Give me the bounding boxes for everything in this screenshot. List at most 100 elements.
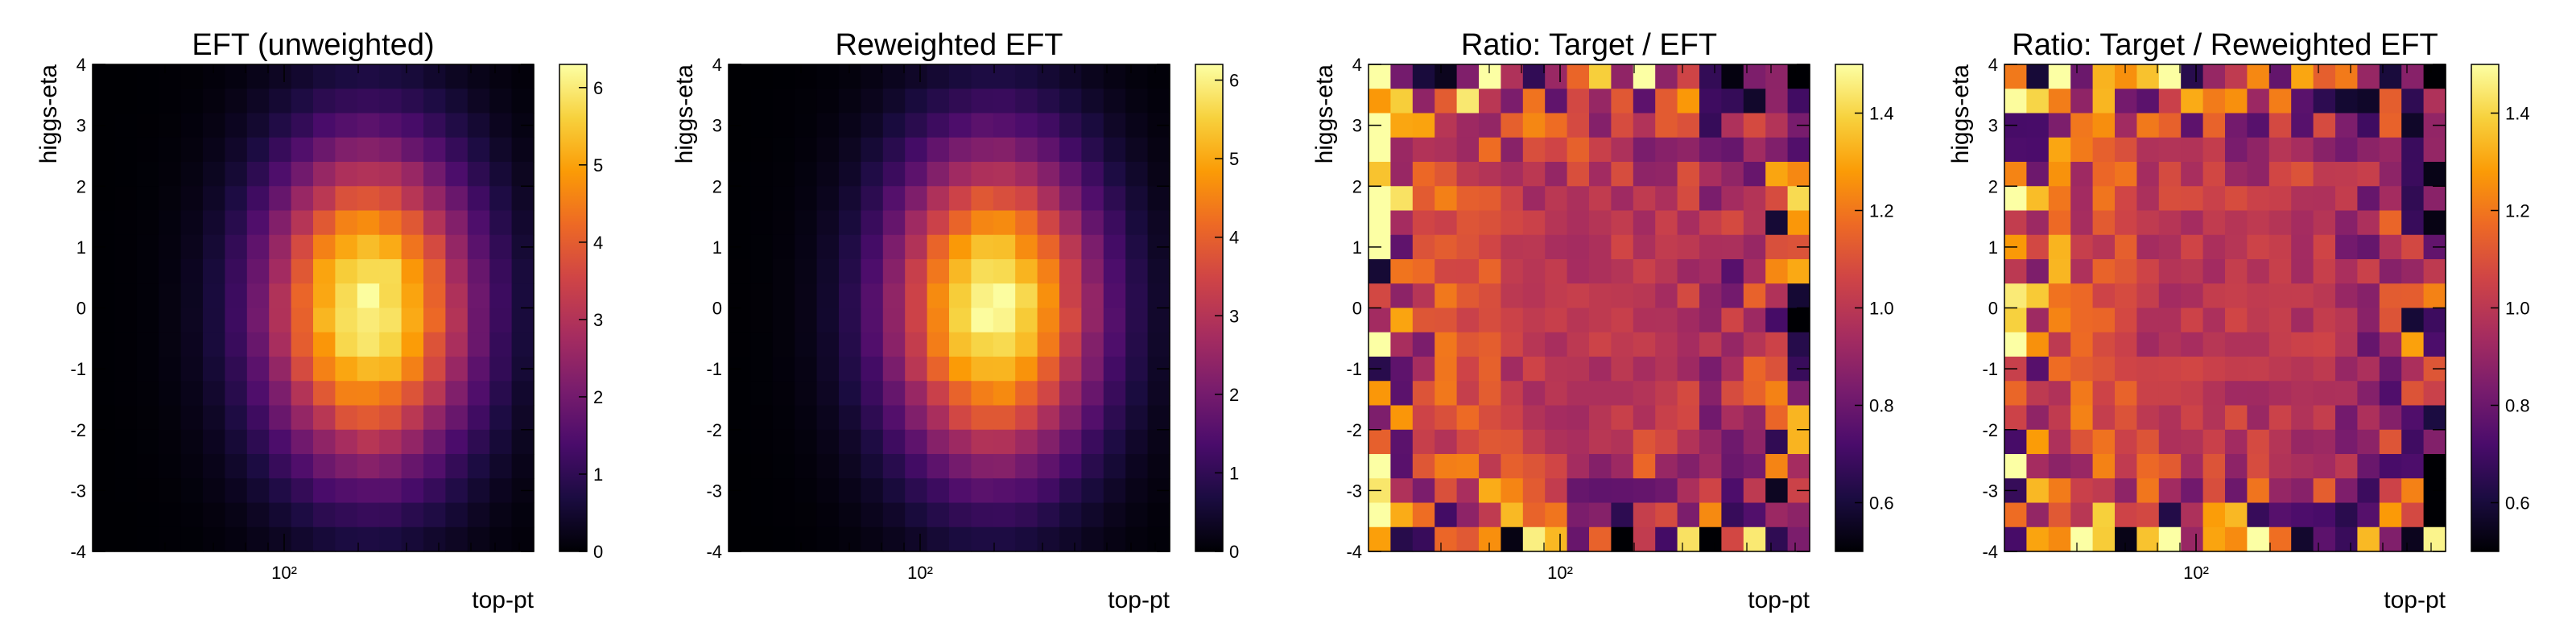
- y-tick-label: 1: [76, 237, 86, 258]
- heatmap-cell: [2070, 357, 2094, 382]
- heatmap-cell: [2158, 259, 2182, 284]
- heatmap-cell: [2379, 308, 2402, 333]
- heatmap-cell: [2048, 502, 2071, 528]
- heatmap-cell: [159, 454, 182, 479]
- heatmap-cell: [2181, 234, 2204, 260]
- heatmap-cell: [1015, 186, 1038, 212]
- heatmap-cell: [2379, 405, 2402, 431]
- heatmap-cell: [1787, 454, 1810, 479]
- heatmap-cell: [2048, 357, 2071, 382]
- heatmap-cell: [2026, 454, 2050, 479]
- heatmap-cell: [489, 357, 513, 382]
- heatmap-cell: [2202, 89, 2226, 114]
- heatmap-cell: [2202, 454, 2226, 479]
- heatmap-cell: [2247, 502, 2270, 528]
- heatmap-cell: [2136, 429, 2160, 455]
- heatmap-cell: [2202, 332, 2226, 357]
- heatmap-cell: [291, 186, 314, 212]
- heatmap-cell: [2291, 64, 2314, 89]
- x-axis-label: top-pt: [1748, 587, 1810, 613]
- heatmap-cell: [423, 381, 446, 407]
- heatmap-cell: [2401, 234, 2425, 260]
- heatmap-cell: [927, 162, 950, 187]
- heatmap-cell: [93, 308, 115, 333]
- heatmap-cell: [489, 186, 513, 212]
- heatmap-cell: [1721, 478, 1744, 504]
- heatmap-cell: [2247, 162, 2270, 187]
- heatmap-cell: [2158, 478, 2182, 504]
- heatmap-cell: [136, 526, 159, 552]
- heatmap-cell: [489, 454, 513, 479]
- colorbar-tick-label: 5: [1229, 149, 1239, 169]
- heatmap-cell: [180, 357, 204, 382]
- heatmap-cell: [269, 89, 292, 114]
- heatmap-cell: [1059, 478, 1082, 504]
- heatmap-cell: [445, 283, 469, 309]
- heatmap-cell: [1787, 429, 1810, 455]
- heatmap-cell: [2268, 308, 2292, 333]
- heatmap-cell: [269, 429, 292, 455]
- heatmap-cell: [2181, 259, 2204, 284]
- heatmap-cell: [2115, 186, 2137, 212]
- heatmap-cell: [1522, 283, 1546, 309]
- heatmap-cell: [1059, 137, 1082, 163]
- heatmap-cell: [180, 429, 204, 455]
- heatmap-cell: [2048, 454, 2071, 479]
- heatmap-cell: [1633, 478, 1656, 504]
- heatmap-cell: [1501, 259, 1524, 284]
- heatmap-cell: [1479, 186, 1501, 212]
- heatmap-cell: [905, 308, 928, 333]
- y-tick-label: -3: [706, 481, 722, 501]
- heatmap-cell: [1435, 357, 1458, 382]
- heatmap-cell: [1765, 357, 1789, 382]
- heatmap-cell: [2070, 526, 2094, 552]
- heatmap-cell: [795, 64, 818, 89]
- heatmap-cell: [816, 308, 840, 333]
- heatmap-cell: [2247, 381, 2270, 407]
- heatmap-cell: [401, 429, 424, 455]
- heatmap-cell: [1611, 186, 1634, 212]
- heatmap-cell: [1368, 429, 1391, 455]
- heatmap-cell: [1435, 89, 1458, 114]
- y-tick-label: 1: [712, 237, 722, 258]
- heatmap-cell: [2158, 357, 2182, 382]
- heatmap-cell: [839, 502, 861, 528]
- heatmap-cell: [136, 89, 159, 114]
- heatmap-cell: [729, 137, 751, 163]
- heatmap-cell: [246, 89, 270, 114]
- heatmap-cell: [445, 186, 469, 212]
- heatmap-cell: [269, 502, 292, 528]
- heatmap-cell: [2202, 308, 2226, 333]
- heatmap-cell: [2115, 234, 2137, 260]
- colorbar-tick-label: 1.0: [2505, 299, 2530, 319]
- heatmap-cell: [313, 283, 336, 309]
- heatmap-cell: [1567, 234, 1590, 260]
- heatmap-cell: [379, 357, 402, 382]
- heatmap-cell: [971, 454, 994, 479]
- heatmap-cell: [445, 526, 469, 552]
- heatmap-cell: [905, 89, 928, 114]
- heatmap-cell: [467, 429, 490, 455]
- heatmap-cell: [750, 478, 774, 504]
- heatmap-cell: [445, 308, 469, 333]
- heatmap-cell: [1125, 381, 1149, 407]
- heatmap-cell: [1743, 502, 1766, 528]
- heatmap-cell: [1081, 429, 1104, 455]
- heatmap-cell: [159, 89, 182, 114]
- heatmap-cell: [2247, 454, 2270, 479]
- heatmap-cell: [2268, 502, 2292, 528]
- heatmap-cell: [159, 526, 182, 552]
- heatmap-cell: [379, 502, 402, 528]
- heatmap-cell: [1787, 137, 1810, 163]
- heatmap-cell: [772, 210, 795, 236]
- heatmap-cell: [2268, 381, 2292, 407]
- heatmap-cell: [2247, 113, 2270, 138]
- heatmap-cell: [1479, 113, 1501, 138]
- heatmap-cell: [401, 502, 424, 528]
- heatmap-cell: [1456, 405, 1480, 431]
- heatmap-cell: [1501, 454, 1524, 479]
- heatmap-cell: [993, 332, 1016, 357]
- heatmap-cell: [1059, 162, 1082, 187]
- heatmap-cell: [357, 259, 380, 284]
- heatmap-cell: [2092, 332, 2116, 357]
